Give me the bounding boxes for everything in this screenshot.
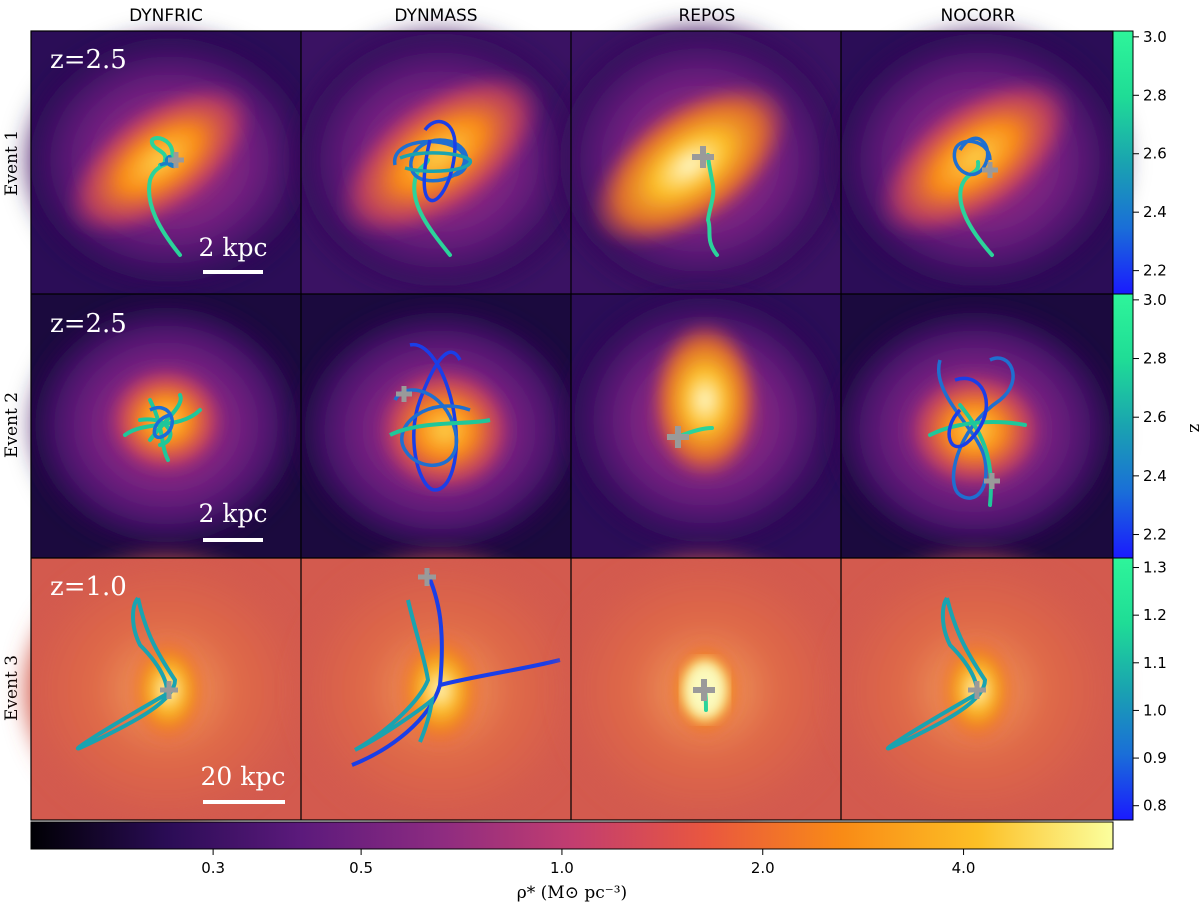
row-label-event-3: Event 3 [2, 655, 22, 721]
side-colorbar-tick-label: 2.4 [1143, 203, 1167, 221]
bottom-colorbar-tick-label: 2.0 [751, 859, 775, 877]
black-hole-marker [418, 568, 436, 586]
trajectory [399, 151, 472, 173]
side-colorbar-tick-label: 1.0 [1143, 701, 1167, 719]
panel-event2-dynfric [26, 294, 306, 558]
bottom-colorbar-tick-label: 0.3 [201, 859, 225, 877]
trajectory [75, 596, 178, 751]
trajectory [354, 599, 435, 752]
panel-event2-repos [565, 290, 845, 558]
panel-event2-dynmass [295, 294, 585, 558]
bottom-colorbar: 0.3 0.5 1.0 2.0 4.0 [30, 821, 1114, 877]
trajectory [422, 119, 457, 203]
panel-event3-nocorr [835, 558, 1115, 820]
side-colorbar-tick-label: 1.1 [1143, 654, 1167, 672]
side-colorbar-tick-label: 2.2 [1143, 526, 1167, 544]
side-colorbar-tick-label: 2.8 [1143, 86, 1167, 104]
panel-event3-dynfric [26, 558, 306, 820]
panel-event1-nocorr [830, 25, 1130, 295]
column-header-dynmass: DYNMASS [394, 6, 477, 26]
black-hole-marker [692, 146, 714, 168]
black-hole-marker [160, 681, 178, 699]
trajectory [705, 153, 719, 257]
trajectory [147, 136, 182, 257]
panel-event3-dynmass [300, 558, 580, 820]
bottom-colorbar-tick-label: 1.0 [550, 859, 574, 877]
panel-event1-dynfric [20, 30, 320, 294]
trajectory [149, 406, 174, 439]
panel-grid [30, 30, 1114, 821]
side-colorbar-label: z [1185, 424, 1200, 433]
side-colorbar-2: 3.0 2.8 2.6 2.4 2.2 [1112, 291, 1167, 559]
side-colorbar-tick-label: 2.2 [1143, 262, 1167, 280]
scale-bar-label-event-1: 2 kpc [198, 233, 267, 262]
side-colorbar-tick-label: 0.9 [1143, 749, 1167, 767]
black-hole-marker [984, 473, 1000, 489]
side-colorbar-tick-label: 3.0 [1143, 28, 1167, 46]
black-hole-marker [693, 679, 715, 701]
bottom-colorbar-tick-label: 0.5 [349, 859, 373, 877]
side-colorbar-tick-label: 2.8 [1143, 350, 1167, 368]
black-hole-marker [396, 386, 412, 402]
row-label-event-2: Event 2 [2, 392, 22, 458]
redshift-label-event-1: z=2.5 [50, 45, 127, 75]
bottom-colorbar-tick-label: 4.0 [952, 859, 976, 877]
panel-event3-repos [565, 558, 845, 820]
side-colorbar-tick-label: 2.4 [1143, 467, 1167, 485]
black-hole-marker [168, 152, 184, 168]
scale-bar-label-event-3: 20 kpc [201, 762, 286, 791]
redshift-label-event-3: z=1.0 [50, 572, 127, 602]
side-colorbar-1: 3.0 2.8 2.6 2.4 2.2 [1112, 28, 1167, 295]
panel-event2-nocorr [830, 294, 1120, 558]
redshift-label-event-2: z=2.5 [50, 309, 127, 339]
trajectory [958, 160, 994, 257]
black-hole-marker [667, 426, 689, 448]
trajectory [389, 418, 491, 437]
column-header-dynfric: DYNFRIC [129, 6, 203, 26]
black-hole-marker [968, 681, 986, 699]
scale-bar-label-event-2: 2 kpc [198, 499, 267, 528]
column-header-nocorr: NOCORR [941, 6, 1016, 26]
side-colorbar-tick-label: 1.2 [1143, 606, 1167, 624]
trajectory [409, 342, 462, 492]
row-label-event-1: Event 1 [2, 130, 22, 196]
side-colorbar-tick-label: 2.6 [1143, 145, 1167, 163]
trajectory [351, 569, 561, 767]
bottom-colorbar-label: ρ* (M⊙ pc⁻³) [517, 883, 627, 903]
trajectory [947, 376, 989, 449]
side-colorbar-3: 1.3 1.2 1.1 1.0 0.9 0.8 [1112, 557, 1167, 821]
side-colorbar-tick-label: 2.6 [1143, 408, 1167, 426]
side-colorbar-tick-label: 3.0 [1143, 291, 1167, 309]
side-colorbar-tick-label: 1.3 [1143, 559, 1167, 577]
trajectory [928, 403, 1027, 507]
trajectory [159, 154, 177, 169]
trajectory [393, 388, 471, 467]
black-hole-marker [982, 162, 998, 178]
trajectory [952, 136, 992, 177]
side-colorbar-tick-label: 0.8 [1143, 797, 1167, 815]
trajectory [885, 596, 988, 751]
panel-event1-dynmass [290, 25, 590, 295]
panel-event1-repos [550, 20, 850, 300]
